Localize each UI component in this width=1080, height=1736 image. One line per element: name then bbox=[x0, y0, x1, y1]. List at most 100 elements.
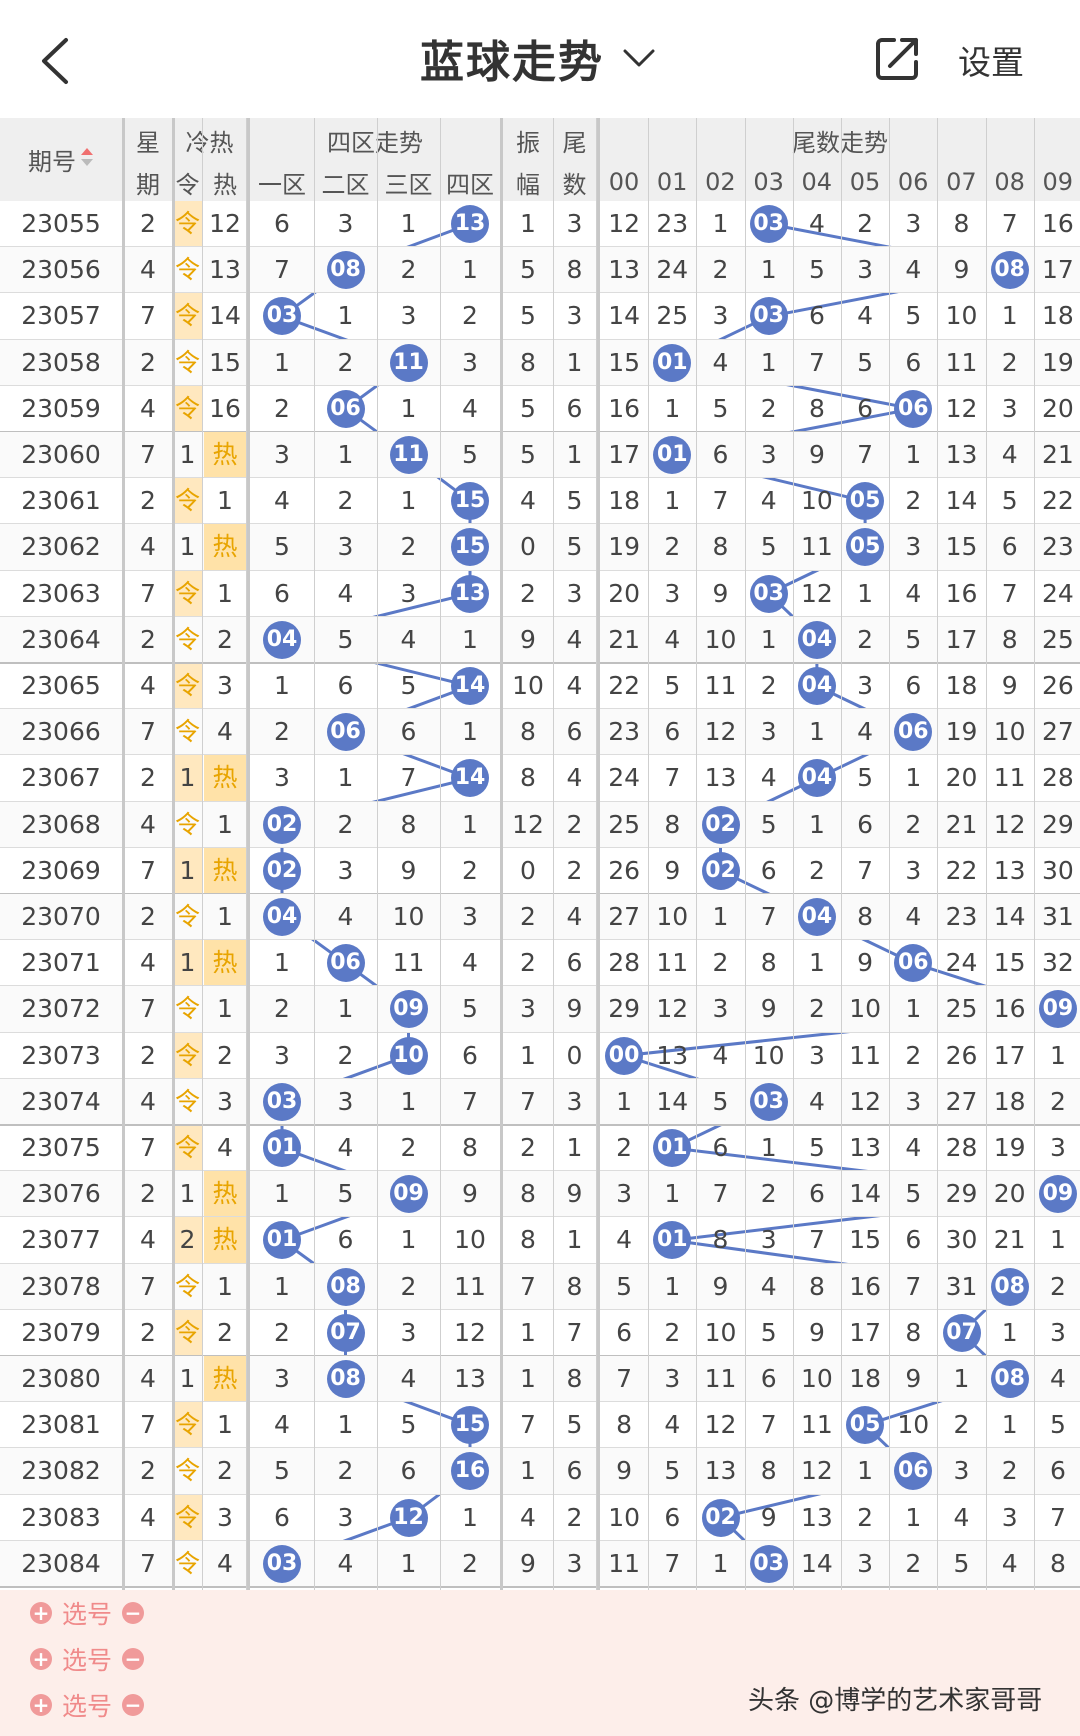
period-header: 期号 bbox=[0, 118, 122, 201]
period-cell: 23077 bbox=[21, 1225, 101, 1255]
tail-trend-cell: 8 bbox=[1049, 1548, 1066, 1578]
tail-trend-cell: 6 bbox=[712, 440, 729, 469]
row-divider bbox=[0, 384, 1080, 386]
tail-trend-cell: 2 bbox=[953, 1410, 970, 1440]
amplitude-cell: 1 bbox=[520, 1040, 536, 1070]
tail-trend-cell: 17 bbox=[608, 440, 640, 469]
tail-header-06: 06 bbox=[889, 163, 938, 201]
tail-trend-cell: 9 bbox=[808, 440, 825, 469]
period-cell: 23070 bbox=[21, 902, 101, 931]
tail-trend-cell: 14 bbox=[945, 486, 978, 516]
tail-trend-cell: 5 bbox=[953, 1548, 970, 1578]
tail-trend-cell: 30 bbox=[1041, 855, 1074, 885]
tail-trend-cell: 1 bbox=[1001, 1410, 1018, 1440]
tail-trend-cell: 6 bbox=[1049, 1456, 1066, 1486]
add-icon[interactable]: + bbox=[30, 1648, 52, 1670]
column-divider bbox=[841, 118, 842, 1736]
pick-row[interactable]: + 选号 − bbox=[30, 1687, 145, 1723]
tail-trend-cell: 9 bbox=[953, 255, 970, 285]
cold-cell: 令 bbox=[174, 1502, 200, 1532]
row-divider bbox=[0, 338, 1080, 340]
period-cell: 23078 bbox=[21, 1271, 101, 1301]
tail-trend-header: 尾数走势 bbox=[600, 118, 1080, 163]
row-bg bbox=[0, 801, 1080, 848]
remove-icon[interactable]: − bbox=[122, 1694, 145, 1716]
tail-ball: 03 bbox=[749, 205, 788, 243]
zone-header-3: 三区 bbox=[377, 163, 440, 201]
cold-cell: 令 bbox=[174, 1133, 200, 1162]
tail-trend-cell: 9 bbox=[760, 994, 777, 1024]
tail-trend-cell: 16 bbox=[993, 994, 1026, 1024]
zone-cell: 2 bbox=[274, 393, 290, 423]
tail-trend-cell: 14 bbox=[656, 1086, 689, 1116]
tail-trend-cell: 11 bbox=[800, 532, 833, 562]
column-divider bbox=[889, 118, 891, 1736]
chevron-left-icon[interactable] bbox=[38, 36, 72, 86]
zone-cell: 10 bbox=[392, 902, 425, 931]
sort-icon[interactable] bbox=[80, 146, 94, 174]
zone-ball: 02 bbox=[263, 851, 301, 890]
remove-icon[interactable]: − bbox=[122, 1648, 145, 1670]
row-divider bbox=[0, 1447, 1080, 1449]
zone-cell: 1 bbox=[274, 1179, 290, 1209]
add-icon[interactable]: + bbox=[30, 1602, 52, 1624]
tail-trend-cell: 2 bbox=[712, 255, 729, 285]
tail-trend-cell: 6 bbox=[664, 717, 681, 747]
tail-trend-cell: 13 bbox=[849, 1133, 881, 1162]
share-icon[interactable] bbox=[872, 32, 924, 84]
zone-cell: 2 bbox=[400, 255, 417, 285]
tail-ball: 06 bbox=[894, 944, 933, 983]
tail-cell: 6 bbox=[566, 393, 583, 423]
tail-trend-cell: 8 bbox=[953, 209, 970, 238]
settings-button[interactable]: 设置 bbox=[958, 43, 1024, 82]
row-divider bbox=[0, 1216, 1080, 1218]
zone-ball: 08 bbox=[326, 251, 365, 290]
tail-ball: 08 bbox=[990, 1360, 1029, 1398]
title-dropdown[interactable]: 蓝球走势 bbox=[420, 28, 656, 88]
tail-ball: 06 bbox=[894, 1452, 933, 1491]
column-divider bbox=[440, 118, 441, 1736]
tail-trend-cell: 3 bbox=[712, 994, 729, 1024]
tail-trend-cell: 9 bbox=[905, 1364, 922, 1393]
tail-trend-cell: 21 bbox=[1041, 440, 1074, 469]
tail-trend-cell: 6 bbox=[712, 1133, 729, 1162]
row-divider bbox=[0, 292, 1080, 294]
hot-cell: 热 bbox=[204, 1217, 246, 1264]
tail-cell: 2 bbox=[566, 1502, 583, 1532]
hot-cell: 热 bbox=[204, 432, 246, 478]
zone-cell: 1 bbox=[274, 948, 290, 978]
zone-cell: 1 bbox=[462, 1502, 478, 1532]
zone-ball: 15 bbox=[451, 1406, 489, 1445]
tail-trend-cell: 6 bbox=[616, 1317, 633, 1347]
tail-cell: 1 bbox=[566, 1225, 583, 1255]
add-icon[interactable]: + bbox=[30, 1694, 52, 1716]
zone-cell: 4 bbox=[400, 624, 417, 654]
tail-trend-cell: 4 bbox=[808, 1086, 825, 1116]
tail-trend-cell: 10 bbox=[993, 717, 1026, 747]
tail-trend-cell: 7 bbox=[1001, 578, 1018, 608]
remove-icon[interactable]: − bbox=[122, 1602, 145, 1624]
row-divider bbox=[0, 662, 1080, 664]
period-cell: 23057 bbox=[21, 301, 101, 331]
tail-trend-cell: 8 bbox=[1001, 624, 1018, 654]
tail-trend-cell: 2 bbox=[1001, 347, 1018, 377]
pick-row[interactable]: + 选号 − bbox=[30, 1595, 145, 1631]
tail-trend-cell: 10 bbox=[656, 902, 689, 931]
zone-cell: 3 bbox=[462, 347, 478, 377]
tail-trend-cell: 10 bbox=[800, 1364, 833, 1393]
cold-cell: 令 bbox=[174, 486, 200, 516]
tail-trend-cell: 1 bbox=[664, 1179, 681, 1209]
tail-trend-cell: 8 bbox=[664, 809, 681, 839]
tail-trend-cell: 3 bbox=[905, 1086, 922, 1116]
tail-trend-cell: 4 bbox=[953, 1502, 970, 1532]
tail-trend-cell: 13 bbox=[993, 855, 1026, 885]
week-cell: 7 bbox=[140, 1271, 156, 1301]
tail-trend-cell: 22 bbox=[1041, 486, 1074, 516]
row-divider bbox=[0, 1262, 1080, 1264]
tail-header-05: 05 bbox=[841, 163, 889, 201]
tail-trend-cell: 2 bbox=[760, 1179, 777, 1209]
pick-row[interactable]: + 选号 − bbox=[30, 1641, 145, 1677]
tail-trend-cell: 20 bbox=[945, 763, 978, 793]
zone-ball: 09 bbox=[389, 990, 428, 1029]
tail-trend-cell: 12 bbox=[849, 1086, 881, 1116]
